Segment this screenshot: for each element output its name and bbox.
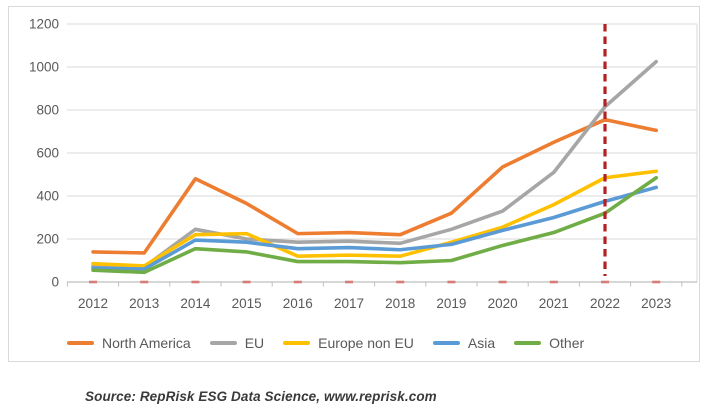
chart-legend: North America EU Europe non EU Asia Othe… xyxy=(67,335,584,351)
series-line-europe-non-eu xyxy=(91,169,659,268)
y-tick-label-1000: 1000 xyxy=(29,60,59,75)
y-tick-label-400: 400 xyxy=(36,189,59,204)
y-tick-label-0: 0 xyxy=(51,275,59,290)
legend-item-europe-non-eu: Europe non EU xyxy=(283,335,414,351)
legend-swatch-asia xyxy=(432,341,460,345)
legend-label: Other xyxy=(549,335,585,351)
y-tick-label-800: 800 xyxy=(36,103,59,118)
x-tick-label-2014: 2014 xyxy=(180,296,211,311)
x-tick-label-2020: 2020 xyxy=(488,296,518,311)
x-tick-label-2017: 2017 xyxy=(334,296,364,311)
chart-area: 0 200 400 600 800 1000 1200 2012 2013 2014 2015 201… xyxy=(8,6,700,362)
series-line-north-america xyxy=(91,117,659,255)
zero-marker-2014 xyxy=(191,280,200,284)
legend-item-eu: EU xyxy=(209,335,265,351)
zero-marker-2021 xyxy=(549,280,558,284)
x-tick-label-2012: 2012 xyxy=(78,296,108,311)
zero-marker-2022 xyxy=(601,280,609,284)
zero-marker-2023 xyxy=(652,280,661,284)
zero-marker-2013 xyxy=(140,280,149,284)
line-chart: 0 200 400 600 800 1000 1200 2012 2013 2014 2015 201… xyxy=(29,17,698,311)
legend-swatch-europe-non-eu xyxy=(283,341,311,345)
x-tick-label-2013: 2013 xyxy=(129,296,159,311)
y-tick-label-600: 600 xyxy=(36,146,59,161)
zero-marker-2019 xyxy=(447,280,456,284)
legend-swatch-north-america xyxy=(67,341,94,345)
x-tick-label-2016: 2016 xyxy=(283,296,313,311)
zero-marker-2012 xyxy=(89,280,97,284)
legend-item-other: Other xyxy=(514,335,584,351)
x-tick-label-2023: 2023 xyxy=(641,296,671,311)
zero-marker-2015 xyxy=(242,280,251,284)
x-tick-label-2022: 2022 xyxy=(590,296,620,311)
source-citation: Source: RepRisk ESG Data Science, www.re… xyxy=(85,389,437,404)
legend-label: Asia xyxy=(467,335,496,351)
legend-item-asia: Asia xyxy=(432,335,496,351)
legend-label: EU xyxy=(244,335,265,351)
legend-label: North America xyxy=(102,335,191,351)
legend-swatch-other xyxy=(514,341,542,345)
legend-item-north-america: North America xyxy=(67,335,191,351)
legend-swatch-eu xyxy=(209,341,237,345)
series-line-asia xyxy=(91,185,659,271)
x-tick-label-2019: 2019 xyxy=(436,296,466,311)
zero-marker-2016 xyxy=(293,280,302,284)
zero-marker-2017 xyxy=(345,280,353,284)
y-tick-label-200: 200 xyxy=(36,232,59,247)
x-tick-label-2018: 2018 xyxy=(385,296,415,311)
legend-label: Europe non EU xyxy=(318,335,414,351)
series-line-other xyxy=(91,175,659,275)
x-tick-label-2015: 2015 xyxy=(232,296,262,311)
zero-marker-2020 xyxy=(498,280,507,284)
series-line-eu xyxy=(91,59,659,269)
zero-marker-2018 xyxy=(396,280,405,284)
y-tick-label-1200: 1200 xyxy=(29,17,59,32)
x-tick-label-2021: 2021 xyxy=(539,296,569,311)
